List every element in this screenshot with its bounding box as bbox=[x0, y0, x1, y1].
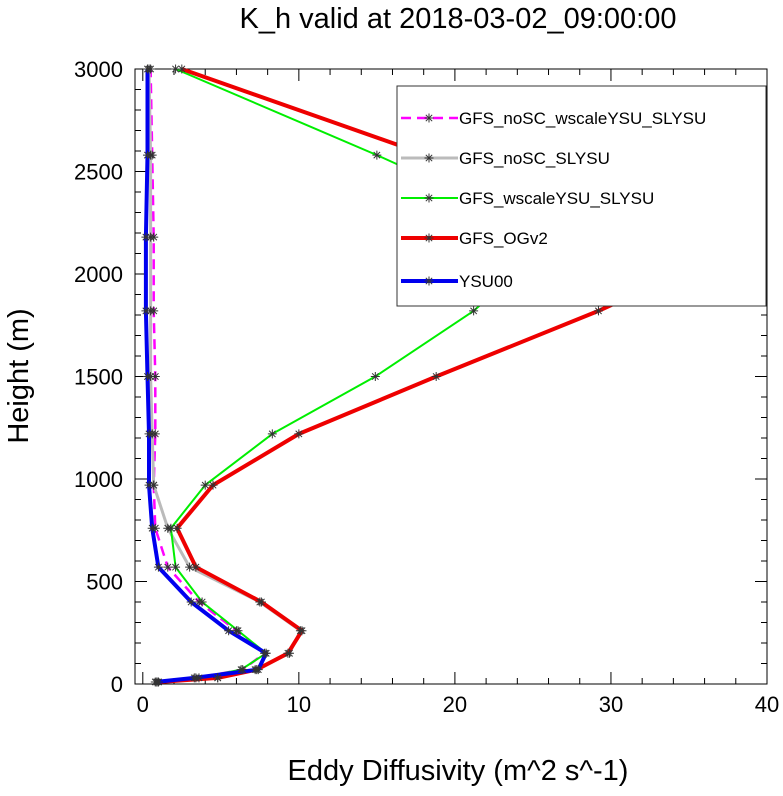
data-point-gfs-ogv2 bbox=[297, 626, 307, 636]
data-point-ysu00 bbox=[144, 429, 154, 439]
x-axis-label: Eddy Diffusivity (m^2 s^-1) bbox=[288, 755, 629, 787]
y-tick-label: 1000 bbox=[74, 467, 123, 492]
legend-marker bbox=[424, 276, 434, 286]
data-point-gfs-nosc-slysu bbox=[185, 562, 195, 572]
data-point-gfs-ogv2 bbox=[177, 64, 187, 74]
data-point-ysu00 bbox=[147, 523, 157, 533]
data-point-gfs-wscaleysu-slysu bbox=[171, 64, 181, 74]
legend-marker bbox=[424, 113, 434, 123]
y-tick-label: 2000 bbox=[74, 262, 123, 287]
x-tick-label: 20 bbox=[443, 692, 467, 717]
data-point-ysu00 bbox=[150, 677, 160, 687]
data-point-gfs-wscaleysu-slysu bbox=[372, 150, 382, 160]
data-point-gfs-ogv2 bbox=[172, 523, 182, 533]
data-point-gfs-wscaleysu-slysu bbox=[194, 673, 204, 683]
chart-title: K_h valid at 2018-03-02_09:00:00 bbox=[240, 3, 677, 35]
legend-label: GFS_noSC_wscaleYSU_SLYSU bbox=[459, 109, 706, 128]
y-tick-label: 1500 bbox=[74, 365, 123, 390]
legend-label: GFS_OGv2 bbox=[459, 229, 548, 248]
y-tick-label: 0 bbox=[111, 672, 123, 697]
data-point-ysu00 bbox=[141, 232, 151, 242]
data-point-ysu00 bbox=[153, 562, 163, 572]
data-point-ysu00 bbox=[142, 372, 152, 381]
legend-item-gfs-ogv2: GFS_OGv2 bbox=[401, 229, 548, 248]
legend-label: GFS_wscaleYSU_SLYSU bbox=[459, 189, 654, 208]
data-point-gfs-wscaleysu-slysu bbox=[200, 480, 210, 490]
data-point-gfs-wscaleysu-slysu bbox=[267, 429, 277, 439]
legend-item-gfs-nosc-slysu: GFS_noSC_SLYSU bbox=[401, 149, 610, 168]
data-point-gfs-nosc-slysu bbox=[146, 306, 156, 316]
data-point-gfs-wscaleysu-slysu bbox=[171, 562, 181, 572]
data-point-gfs-ogv2 bbox=[283, 648, 293, 658]
data-point-gfs-wscaleysu-slysu bbox=[469, 306, 479, 316]
data-point-ysu00 bbox=[186, 597, 196, 607]
data-point-ysu00 bbox=[224, 626, 234, 636]
legend-box bbox=[396, 85, 767, 307]
legend-label: YSU00 bbox=[459, 272, 513, 291]
data-point-gfs-ogv2 bbox=[593, 306, 603, 316]
data-point-gfs-nosc-wscaleysu-slysu bbox=[163, 562, 173, 572]
y-tick-label: 3000 bbox=[74, 57, 123, 82]
legend-marker bbox=[424, 193, 434, 203]
data-point-ysu00 bbox=[141, 306, 151, 316]
data-point-gfs-wscaleysu-slysu bbox=[370, 372, 380, 381]
data-point-gfs-wscaleysu-slysu bbox=[166, 523, 176, 533]
data-point-gfs-ogv2 bbox=[256, 597, 266, 607]
series-line-gfs-nosc-slysu bbox=[147, 68, 302, 684]
legend-items: GFS_noSC_wscaleYSU_SLYSU GFS_noSC_SLYSU GF… bbox=[401, 109, 706, 291]
legend-label: GFS_noSC_SLYSU bbox=[459, 149, 610, 168]
data-point-gfs-ogv2 bbox=[208, 480, 218, 490]
legend: GFS_noSC_wscaleYSU_SLYSU GFS_noSC_SLYSU GF… bbox=[396, 85, 767, 307]
x-tick-label: 40 bbox=[755, 692, 779, 717]
y-tick-label: 500 bbox=[86, 570, 123, 595]
legend-item-ysu00: YSU00 bbox=[401, 272, 513, 291]
x-tick-label: 10 bbox=[287, 692, 311, 717]
data-point-ysu00 bbox=[144, 480, 154, 490]
data-point-gfs-ogv2 bbox=[431, 372, 441, 381]
data-point-gfs-nosc-wscaleysu-slysu bbox=[150, 372, 160, 381]
x-tick-label: 30 bbox=[599, 692, 623, 717]
x-axis: 0 10 20 30 40 bbox=[137, 69, 779, 717]
series-line-ysu00 bbox=[143, 69, 269, 684]
data-point-gfs-nosc-slysu bbox=[146, 232, 156, 242]
data-point-gfs-nosc-slysu bbox=[149, 480, 159, 490]
y-axis-label: Height (m) bbox=[3, 308, 35, 443]
data-point-ysu00 bbox=[142, 150, 152, 160]
series-line-gfs-nosc-wscaleysu-slysu bbox=[149, 68, 266, 684]
data-point-gfs-ogv2 bbox=[294, 429, 304, 439]
data-point-ysu00 bbox=[189, 673, 199, 683]
legend-marker bbox=[424, 233, 434, 243]
y-tick-label: 2500 bbox=[74, 160, 123, 185]
data-point-gfs-ogv2 bbox=[191, 562, 201, 572]
legend-marker bbox=[424, 153, 434, 163]
data-point-gfs-wscaleysu-slysu bbox=[197, 597, 207, 607]
legend-item-gfs-wscaleysu-slysu: GFS_wscaleYSU_SLYSU bbox=[401, 189, 654, 208]
data-point-ysu00 bbox=[253, 665, 263, 675]
data-point-ysu00 bbox=[142, 64, 152, 74]
data-point-ysu00 bbox=[261, 648, 271, 658]
data-point-gfs-wscaleysu-slysu bbox=[233, 626, 243, 636]
data-point-gfs-wscaleysu-slysu bbox=[236, 665, 246, 675]
y-axis: 0 500 1000 1500 2000 2500 3000 bbox=[74, 57, 767, 697]
x-tick-label: 0 bbox=[137, 692, 149, 717]
legend-item-gfs-nosc-wscaleysu-slysu: GFS_noSC_wscaleYSU_SLYSU bbox=[401, 109, 706, 128]
data-point-gfs-ogv2 bbox=[213, 673, 223, 683]
